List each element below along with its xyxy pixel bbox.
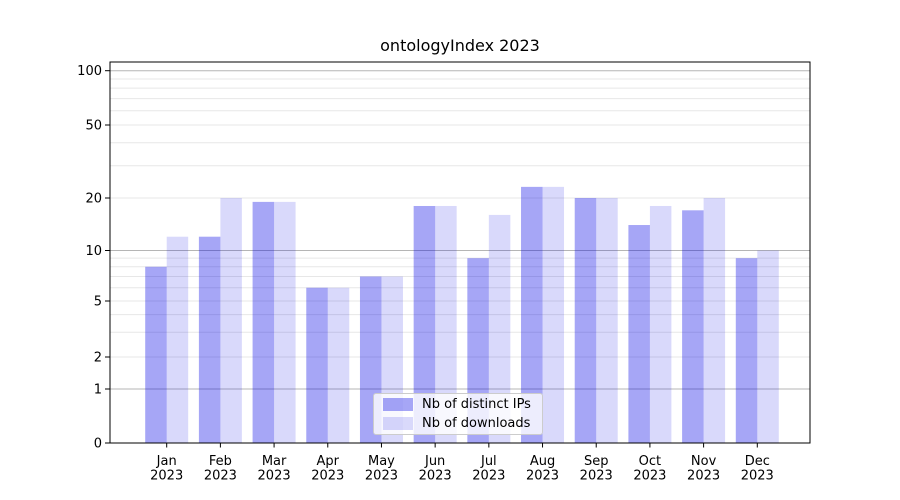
legend-item-downloads: Nb of downloads xyxy=(383,415,536,431)
legend-label-downloads: Nb of downloads xyxy=(422,415,531,431)
bar-downloads-oct xyxy=(649,205,672,443)
bar-downloads-mar xyxy=(274,201,296,443)
x-tick-label-year-may: 2023 xyxy=(365,469,398,484)
y-tick-label-5: 5 xyxy=(94,295,102,310)
bar-distinct-ips-jan xyxy=(145,266,167,443)
legend-label-distinct-ips: Nb of distinct IPs xyxy=(422,396,531,412)
bar-downloads-dec xyxy=(757,250,779,443)
bar-distinct-ips-feb xyxy=(198,236,221,443)
x-tick-label-month-sep: Sep xyxy=(584,454,609,469)
y-tick-label-20: 20 xyxy=(85,192,102,207)
x-tick-label-month-aug: Aug xyxy=(530,454,555,469)
y-tick-label-100: 100 xyxy=(77,64,102,79)
x-tick-label-month-jan: Jan xyxy=(156,454,177,469)
bar-distinct-ips-sep xyxy=(574,198,597,443)
y-tick-label-0: 0 xyxy=(94,437,102,452)
x-tick-label-month-oct: Oct xyxy=(639,454,661,469)
bar-downloads-jul xyxy=(488,214,511,443)
x-tick-label-month-mar: Mar xyxy=(262,454,287,469)
bar-distinct-ips-dec xyxy=(735,258,758,443)
bar-distinct-ips-oct xyxy=(628,225,650,443)
bar-downloads-aug xyxy=(542,186,565,443)
x-tick-label-year-dec: 2023 xyxy=(741,469,774,484)
x-tick-label-year-mar: 2023 xyxy=(258,469,291,484)
x-tick-label-year-jan: 2023 xyxy=(150,469,183,484)
bar-downloads-apr xyxy=(327,287,350,443)
x-tick-label-year-sep: 2023 xyxy=(580,469,613,484)
x-tick-label-year-oct: 2023 xyxy=(633,469,666,484)
x-tick-label-year-jun: 2023 xyxy=(419,469,452,484)
bar-distinct-ips-apr xyxy=(306,287,328,443)
x-tick-label-month-feb: Feb xyxy=(209,454,232,469)
x-tick-label-year-feb: 2023 xyxy=(204,469,237,484)
x-tick-label-month-nov: Nov xyxy=(691,454,717,469)
x-tick-label-year-aug: 2023 xyxy=(526,469,559,484)
x-tick-label-month-jun: Jun xyxy=(424,454,445,469)
plot-border xyxy=(109,61,811,444)
y-tick-label-1: 1 xyxy=(94,383,102,398)
y-tick-label-2: 2 xyxy=(94,351,102,366)
x-tick-label-year-apr: 2023 xyxy=(311,469,344,484)
x-tick-label-month-jul: Jul xyxy=(480,454,497,469)
bar-downloads-sep xyxy=(596,198,618,443)
chart-title: ontologyIndex 2023 xyxy=(380,36,540,55)
bar-downloads-jan xyxy=(166,236,189,443)
bar-downloads-nov xyxy=(703,198,726,443)
legend-swatch-distinct-ips xyxy=(383,398,413,411)
bar-downloads-feb xyxy=(220,198,242,443)
x-tick-label-year-nov: 2023 xyxy=(687,469,720,484)
legend-swatch-downloads xyxy=(383,417,413,430)
x-tick-label-month-dec: Dec xyxy=(745,454,770,469)
bar-distinct-ips-nov xyxy=(682,210,704,443)
y-tick-label-50: 50 xyxy=(85,119,102,134)
x-tick-label-year-jul: 2023 xyxy=(472,469,505,484)
bar-downloads-jun xyxy=(435,205,457,443)
bar-distinct-ips-mar xyxy=(252,201,275,443)
bar-distinct-ips-jun xyxy=(413,205,436,443)
x-tick-label-month-apr: Apr xyxy=(317,454,340,469)
x-tick-label-month-may: May xyxy=(368,454,395,469)
legend: Nb of distinct IPs Nb of downloads xyxy=(373,393,543,435)
y-tick-label-10: 10 xyxy=(85,244,102,259)
legend-item-distinct-ips: Nb of distinct IPs xyxy=(383,396,536,412)
bar-distinct-ips-aug xyxy=(521,186,543,443)
